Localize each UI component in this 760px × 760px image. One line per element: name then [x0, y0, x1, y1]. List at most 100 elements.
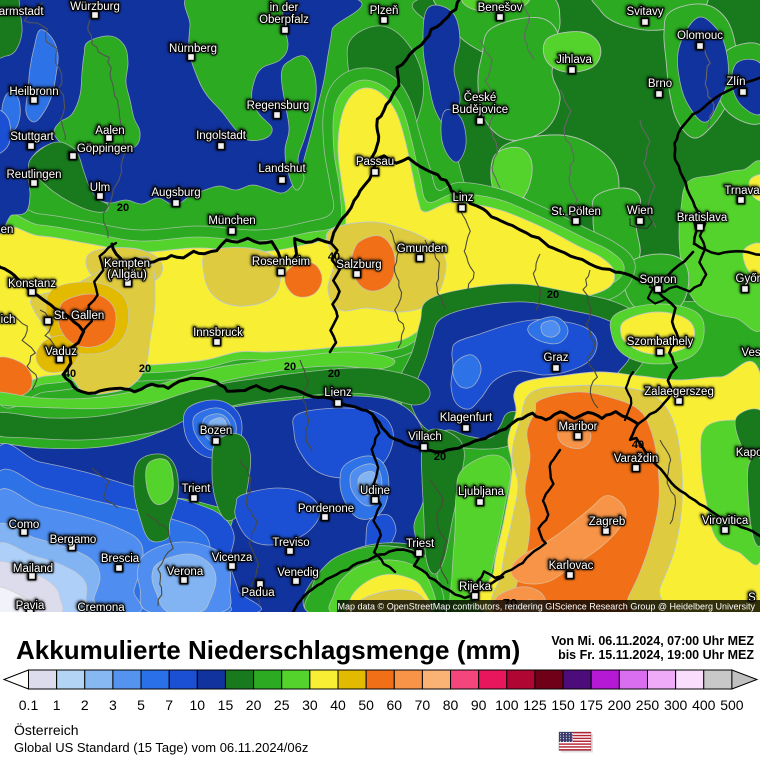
svg-text:Karlovac: Karlovac: [549, 560, 594, 572]
svg-text:40: 40: [330, 697, 346, 713]
svg-text:90: 90: [471, 697, 487, 713]
svg-text:Rosenheim: Rosenheim: [252, 256, 310, 268]
svg-text:Klagenfurt: Klagenfurt: [440, 412, 493, 424]
svg-text:Landshut: Landshut: [258, 163, 306, 175]
svg-text:25: 25: [274, 697, 290, 713]
svg-text:(Allgäu): (Allgäu): [107, 269, 147, 281]
svg-text:Augsburg: Augsburg: [151, 187, 200, 199]
svg-text:Lienz: Lienz: [324, 387, 352, 399]
svg-text:Triest: Triest: [406, 538, 435, 550]
svg-text:125: 125: [523, 697, 547, 713]
svg-text:Benešov: Benešov: [478, 2, 523, 14]
svg-text:Varaždin: Varaždin: [614, 453, 659, 465]
svg-text:150: 150: [551, 697, 575, 713]
svg-text:Zagreb: Zagreb: [589, 516, 625, 528]
svg-text:70: 70: [415, 697, 431, 713]
svg-text:Konstanz: Konstanz: [8, 278, 56, 290]
svg-text:400: 400: [692, 697, 716, 713]
svg-text:Villach: Villach: [408, 431, 442, 443]
svg-text:Pordenone: Pordenone: [298, 503, 354, 515]
svg-text:Österreich: Österreich: [14, 721, 79, 738]
svg-text:250: 250: [636, 697, 660, 713]
svg-text:St. Gallen: St. Gallen: [54, 310, 105, 322]
svg-text:Wien: Wien: [627, 205, 653, 217]
svg-text:Trnava: Trnava: [724, 185, 760, 197]
svg-text:Linz: Linz: [452, 192, 473, 204]
svg-text:en: en: [1, 224, 14, 236]
svg-text:20: 20: [547, 289, 559, 301]
svg-text:30: 30: [302, 697, 318, 713]
svg-text:St. Pölten: St. Pölten: [551, 206, 601, 218]
svg-text:1: 1: [53, 697, 61, 713]
svg-text:Jihlava: Jihlava: [556, 54, 592, 66]
svg-text:175: 175: [580, 697, 604, 713]
svg-text:Como: Como: [9, 519, 40, 531]
svg-text:Rijeka: Rijeka: [459, 581, 492, 593]
svg-text:Zalaegerszeg: Zalaegerszeg: [644, 386, 714, 398]
svg-text:80: 80: [443, 697, 459, 713]
svg-text:Kapos: Kapos: [736, 447, 760, 459]
svg-text:Bratislava: Bratislava: [677, 212, 728, 224]
svg-text:Bergamo: Bergamo: [50, 534, 97, 546]
svg-text:200: 200: [608, 697, 632, 713]
svg-text:300: 300: [664, 697, 688, 713]
svg-text:Kempten: Kempten: [104, 258, 150, 270]
svg-text:Budějovice: Budějovice: [452, 104, 508, 116]
svg-text:40: 40: [328, 251, 340, 263]
svg-text:Innsbruck: Innsbruck: [193, 327, 243, 339]
svg-text:in der: in der: [270, 2, 299, 14]
svg-text:10: 10: [190, 697, 206, 713]
svg-text:Sopron: Sopron: [639, 274, 676, 286]
svg-text:20: 20: [434, 451, 446, 463]
svg-text:Verona: Verona: [167, 566, 204, 578]
svg-text:Map data © OpenStreetMap contr: Map data © OpenStreetMap contributors, r…: [338, 602, 756, 612]
svg-text:Brno: Brno: [648, 78, 672, 90]
svg-text:Ingolstadt: Ingolstadt: [196, 130, 247, 142]
svg-text:0.1: 0.1: [19, 697, 39, 713]
svg-text:Aalen: Aalen: [95, 125, 124, 137]
svg-text:Göppingen: Göppingen: [77, 143, 133, 155]
svg-text:20: 20: [284, 361, 296, 373]
svg-text:Padua: Padua: [241, 587, 275, 599]
svg-text:20: 20: [139, 363, 151, 375]
svg-text:Zlín: Zlín: [726, 76, 745, 88]
svg-text:Ves: Ves: [741, 347, 760, 359]
svg-text:Olomouc: Olomouc: [677, 30, 723, 42]
svg-text:20: 20: [328, 368, 340, 380]
svg-text:15: 15: [218, 697, 234, 713]
svg-text:Global US Standard (15 Tage) v: Global US Standard (15 Tage) vom 06.11.2…: [14, 740, 308, 755]
svg-text:Virovitica: Virovitica: [702, 515, 749, 527]
svg-text:Heilbronn: Heilbronn: [9, 86, 58, 98]
svg-text:Udine: Udine: [360, 485, 390, 497]
svg-text:2: 2: [81, 697, 89, 713]
svg-text:Graz: Graz: [544, 352, 569, 364]
svg-text:Regensburg: Regensburg: [247, 100, 310, 112]
svg-text:Svitavy: Svitavy: [626, 6, 663, 18]
svg-text:Venedig: Venedig: [277, 567, 319, 579]
svg-text:Brescia: Brescia: [101, 553, 140, 565]
svg-text:Maribor: Maribor: [559, 421, 598, 433]
svg-text:20: 20: [246, 697, 262, 713]
svg-text:Bozen: Bozen: [200, 425, 233, 437]
svg-text:München: München: [208, 215, 255, 227]
svg-text:České: České: [464, 91, 497, 104]
svg-text:7: 7: [165, 697, 173, 713]
svg-text:Győr: Győr: [736, 273, 760, 285]
svg-text:ich: ich: [1, 314, 16, 326]
svg-text:Reutlingen: Reutlingen: [7, 169, 62, 181]
svg-text:Passau: Passau: [356, 156, 394, 168]
svg-text:Mailand: Mailand: [13, 563, 53, 575]
svg-text:Vaduz: Vaduz: [45, 346, 77, 358]
svg-text:S: S: [748, 592, 756, 604]
svg-text:Würzburg: Würzburg: [70, 1, 120, 13]
svg-text:40: 40: [632, 439, 644, 451]
svg-text:Ljubljana: Ljubljana: [458, 486, 505, 498]
svg-text:Pavia: Pavia: [16, 600, 45, 612]
svg-text:Salzburg: Salzburg: [336, 259, 381, 271]
svg-text:50: 50: [358, 697, 374, 713]
svg-text:Stuttgart: Stuttgart: [10, 131, 54, 143]
svg-text:500: 500: [720, 697, 744, 713]
svg-text:Trient: Trient: [182, 483, 212, 495]
svg-text:Oberpfalz: Oberpfalz: [259, 14, 309, 26]
svg-text:Nürnberg: Nürnberg: [169, 43, 217, 55]
